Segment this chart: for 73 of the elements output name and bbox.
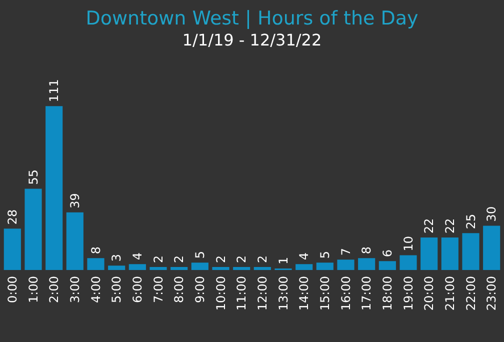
bar: [87, 258, 104, 270]
data-label: 2: [151, 255, 166, 264]
x-tick-label: 2:00: [47, 276, 62, 303]
x-tick-label: 15:00: [318, 276, 332, 311]
x-tick-label: 20:00: [422, 276, 436, 311]
x-tick-label: 19:00: [401, 276, 416, 311]
data-label: 6: [380, 250, 394, 258]
x-tick-label: 18:00: [380, 276, 394, 311]
bar: [46, 106, 63, 270]
data-label: 39: [68, 193, 82, 208]
bar: [441, 238, 458, 270]
bar: [462, 233, 480, 270]
x-tick-label: 9:00: [192, 276, 207, 303]
bar: [296, 264, 313, 270]
x-tick-label: 14:00: [297, 276, 312, 311]
data-label: 10: [401, 236, 416, 252]
data-label: 2: [234, 255, 249, 264]
x-tick-label: 5:00: [110, 276, 124, 303]
bar: [150, 267, 167, 270]
bar: [108, 266, 126, 270]
bar: [4, 228, 21, 270]
bar: [191, 262, 208, 270]
data-label: 8: [88, 246, 103, 254]
bar: [316, 262, 334, 270]
chart-subtitle: 1/1/19 - 12/31/22: [182, 30, 322, 50]
x-tick-label: 4:00: [88, 276, 103, 303]
x-tick-label: 10:00: [214, 276, 228, 311]
data-label: 1: [276, 256, 290, 265]
data-label: 55: [26, 169, 40, 185]
data-label: 2: [255, 255, 270, 264]
bar: [24, 188, 42, 270]
bar: [358, 258, 376, 270]
data-label: 25: [464, 214, 478, 230]
data-label: 111: [47, 79, 62, 102]
x-tick-label: 7:00: [151, 276, 166, 303]
data-label: 30: [484, 206, 499, 222]
chart-title: Downtown West | Hours of the Day: [86, 8, 418, 30]
bar: [337, 260, 354, 270]
bar: [233, 267, 250, 270]
data-label: 5: [192, 250, 207, 259]
bar: [128, 264, 146, 270]
x-tick-label: 6:00: [130, 276, 144, 303]
x-tick-label: 12:00: [255, 276, 270, 311]
bar: [66, 212, 84, 270]
x-tick-label: 11:00: [234, 276, 249, 311]
data-label: 5: [318, 250, 332, 259]
x-tick-label: 3:00: [68, 276, 82, 303]
data-label: 4: [130, 252, 144, 260]
bar: [378, 261, 396, 270]
data-label: 2: [214, 255, 228, 264]
bar: [483, 226, 500, 270]
bar: [254, 267, 271, 270]
x-tick-label: 13:00: [276, 276, 290, 311]
x-tick-label: 17:00: [360, 276, 374, 311]
x-tick-label: 22:00: [464, 276, 478, 311]
bar: [420, 238, 438, 270]
x-tick-label: 0:00: [5, 276, 20, 303]
x-tick-label: 23:00: [484, 276, 499, 311]
data-label: 22: [442, 218, 457, 234]
data-label: 8: [360, 246, 374, 254]
x-tick-label: 16:00: [338, 276, 353, 311]
bar: [212, 267, 230, 270]
x-tick-label: 8:00: [172, 276, 186, 303]
bar: [170, 267, 188, 270]
data-label: 7: [338, 248, 353, 256]
data-label: 2: [172, 255, 186, 264]
data-label: 3: [110, 254, 124, 262]
x-tick-label: 21:00: [442, 276, 457, 311]
data-label: 22: [422, 218, 436, 234]
data-label: 4: [297, 252, 312, 260]
x-tick-label: 1:00: [26, 276, 40, 303]
data-label: 28: [5, 209, 20, 225]
bar: [400, 255, 417, 270]
